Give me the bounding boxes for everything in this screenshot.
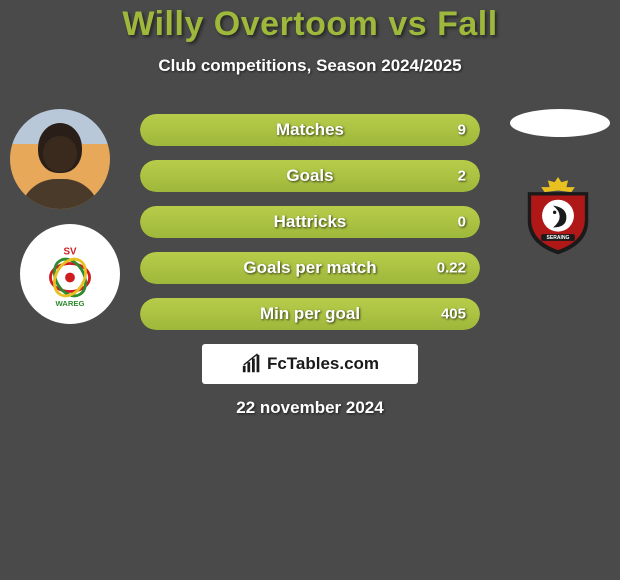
club-right-logo: SERAING	[516, 172, 600, 256]
svg-text:SERAING: SERAING	[547, 235, 570, 241]
stat-label: Goals per match	[243, 258, 376, 278]
stats-block: SV WAREG SERAING Matches 9 Goals 2 Hattricks…	[0, 114, 620, 330]
stat-row: Goals per match 0.22	[140, 252, 480, 284]
stat-row: Goals 2	[140, 160, 480, 192]
stat-label: Min per goal	[260, 304, 360, 324]
stat-label: Goals	[286, 166, 333, 186]
stat-label: Matches	[276, 120, 344, 140]
stat-row: Min per goal 405	[140, 298, 480, 330]
page-title: Willy Overtoom vs Fall	[0, 5, 620, 44]
bar-chart-icon	[241, 353, 263, 375]
stat-label: Hattricks	[274, 212, 347, 232]
comparison-card: Willy Overtoom vs Fall Club competitions…	[0, 0, 620, 418]
stat-row: Hattricks 0	[140, 206, 480, 238]
brand-badge: FcTables.com	[202, 344, 418, 384]
stat-value-right: 0.22	[437, 260, 466, 277]
seraing-icon: SERAING	[516, 172, 600, 256]
svg-text:SV: SV	[63, 246, 77, 257]
stat-value-right: 9	[458, 122, 466, 139]
player-right-avatar	[510, 109, 610, 137]
zulte-waregem-icon: SV WAREG	[35, 239, 105, 309]
subtitle: Club competitions, Season 2024/2025	[0, 56, 620, 76]
date-line: 22 november 2024	[0, 398, 620, 418]
stat-value-right: 0	[458, 214, 466, 231]
stat-row: Matches 9	[140, 114, 480, 146]
brand-text: FcTables.com	[267, 354, 379, 374]
player-left-avatar	[10, 109, 110, 209]
stat-value-right: 405	[441, 306, 466, 323]
club-left-logo: SV WAREG	[20, 224, 120, 324]
stat-value-right: 2	[458, 168, 466, 185]
svg-text:WAREG: WAREG	[55, 299, 84, 308]
